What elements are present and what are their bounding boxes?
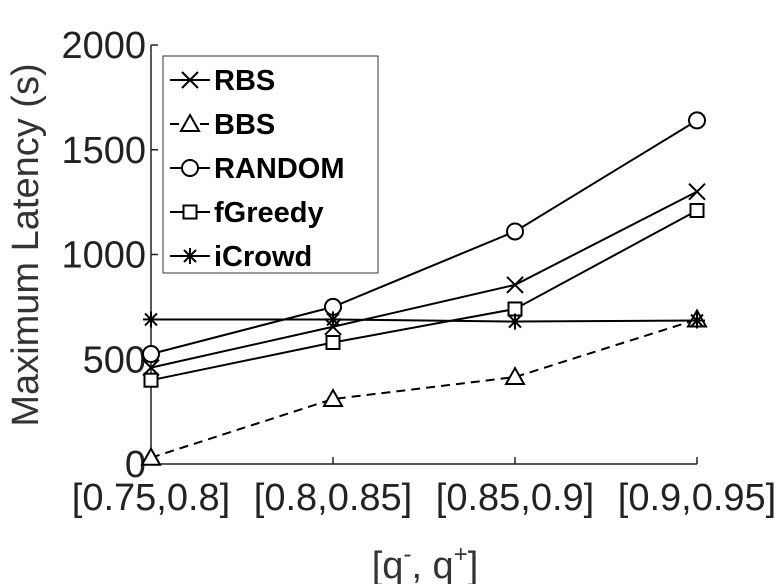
data-point-square bbox=[143, 372, 159, 388]
legend-label: fGreedy bbox=[214, 197, 324, 229]
data-point-square bbox=[689, 203, 705, 219]
series-line-icrowd bbox=[151, 318, 698, 323]
legend-entry-random: RANDOM bbox=[170, 153, 345, 185]
data-point-triangle bbox=[504, 366, 526, 386]
data-point-triangle bbox=[140, 446, 162, 466]
data-point-square bbox=[507, 301, 523, 317]
legend: RBS BBS RANDOM fGreedy iCrowd bbox=[162, 55, 379, 274]
x-ticks: [0.75,0.8] [0.8,0.85] [0.85,0.9] [0.9,0.95] bbox=[72, 457, 776, 519]
data-point-x bbox=[688, 182, 706, 201]
data-point-triangle bbox=[322, 388, 344, 408]
x-tick-label: [0.9,0.95] bbox=[618, 477, 776, 519]
y-ticks: 0 500 1000 1500 2000 bbox=[61, 25, 158, 486]
series-line-rbs bbox=[150, 190, 698, 369]
x-tick-label: [0.75,0.8] bbox=[72, 477, 230, 519]
series-icrowd bbox=[143, 311, 705, 330]
data-point-x bbox=[181, 71, 199, 89]
series-group bbox=[140, 111, 708, 466]
series-line-random bbox=[150, 119, 698, 355]
series-bbs bbox=[140, 308, 708, 466]
data-point-circle bbox=[506, 222, 524, 241]
y-tick-label: 2000 bbox=[61, 25, 146, 67]
legend-label: RBS bbox=[214, 65, 275, 97]
data-point-asterisk bbox=[182, 248, 198, 264]
data-point-asterisk bbox=[325, 311, 341, 328]
data-point-asterisk bbox=[143, 311, 159, 328]
legend-label: BBS bbox=[214, 109, 275, 141]
series-random bbox=[142, 111, 706, 364]
legend-label: RANDOM bbox=[214, 153, 345, 185]
y-tick-label: 1000 bbox=[61, 235, 146, 277]
data-point-x bbox=[506, 276, 524, 294]
legend-entry-bbs: BBS bbox=[170, 109, 275, 141]
data-point-circle bbox=[181, 159, 199, 177]
legend-entry-fgreedy: fGreedy bbox=[170, 197, 324, 229]
data-point-asterisk bbox=[689, 312, 705, 329]
legend-label: iCrowd bbox=[214, 241, 312, 273]
legend-entry-icrowd: iCrowd bbox=[170, 241, 312, 273]
data-point-asterisk bbox=[507, 313, 523, 330]
x-tick-label: [0.8,0.85] bbox=[254, 477, 412, 519]
data-point-square bbox=[182, 204, 198, 220]
data-point-circle bbox=[688, 111, 706, 130]
x-axis-title: [q-, q+] bbox=[372, 541, 479, 584]
legend-entry-rbs: RBS bbox=[170, 65, 275, 97]
x-tick-label: [0.85,0.9] bbox=[436, 477, 594, 519]
y-tick-label: 500 bbox=[83, 339, 146, 381]
legend-box bbox=[162, 55, 379, 274]
data-point-square bbox=[325, 334, 341, 350]
y-tick-label: 0 bbox=[125, 444, 146, 486]
y-tick-label: 1500 bbox=[61, 130, 146, 172]
series-rbs bbox=[142, 182, 706, 377]
series-line-bbs bbox=[150, 318, 698, 459]
data-point-triangle bbox=[179, 112, 201, 132]
series-line-fgreedy bbox=[150, 209, 698, 382]
series-fgreedy bbox=[143, 203, 705, 388]
data-point-circle bbox=[142, 345, 160, 364]
y-axis-title: Maximum Latency (s) bbox=[5, 63, 47, 426]
